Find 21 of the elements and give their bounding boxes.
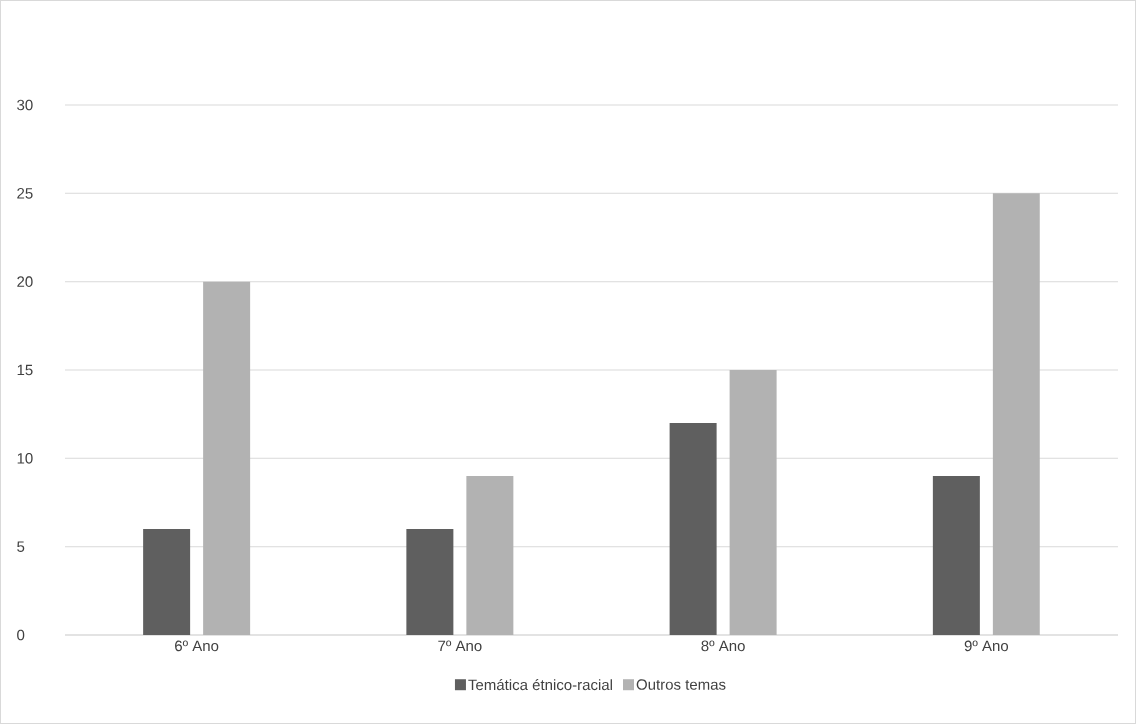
x-tick-label: 8º Ano — [701, 640, 745, 652]
y-tick-label: 25 — [17, 188, 33, 199]
y-tick-label: 5 — [17, 541, 25, 552]
y-tick-label: 0 — [17, 629, 25, 641]
bar — [406, 529, 454, 635]
bar — [466, 476, 514, 635]
x-tick-label: 9º Ano — [964, 640, 1009, 652]
bar — [669, 423, 717, 635]
bar — [143, 529, 191, 635]
y-tick-label: 20 — [17, 276, 33, 287]
bar — [729, 370, 777, 635]
bar — [932, 476, 980, 635]
bar — [203, 281, 251, 635]
y-tick-label: 15 — [17, 364, 33, 376]
legend-label: Outros temas — [636, 679, 726, 690]
y-tick-label: 10 — [17, 453, 33, 464]
y-tick-label: 30 — [17, 99, 33, 111]
x-tick-label: 6º Ano — [175, 640, 219, 652]
legend-label: Temática étnico-racial — [468, 678, 612, 691]
bar — [992, 193, 1040, 635]
x-tick-label: 7º Ano — [438, 640, 482, 652]
